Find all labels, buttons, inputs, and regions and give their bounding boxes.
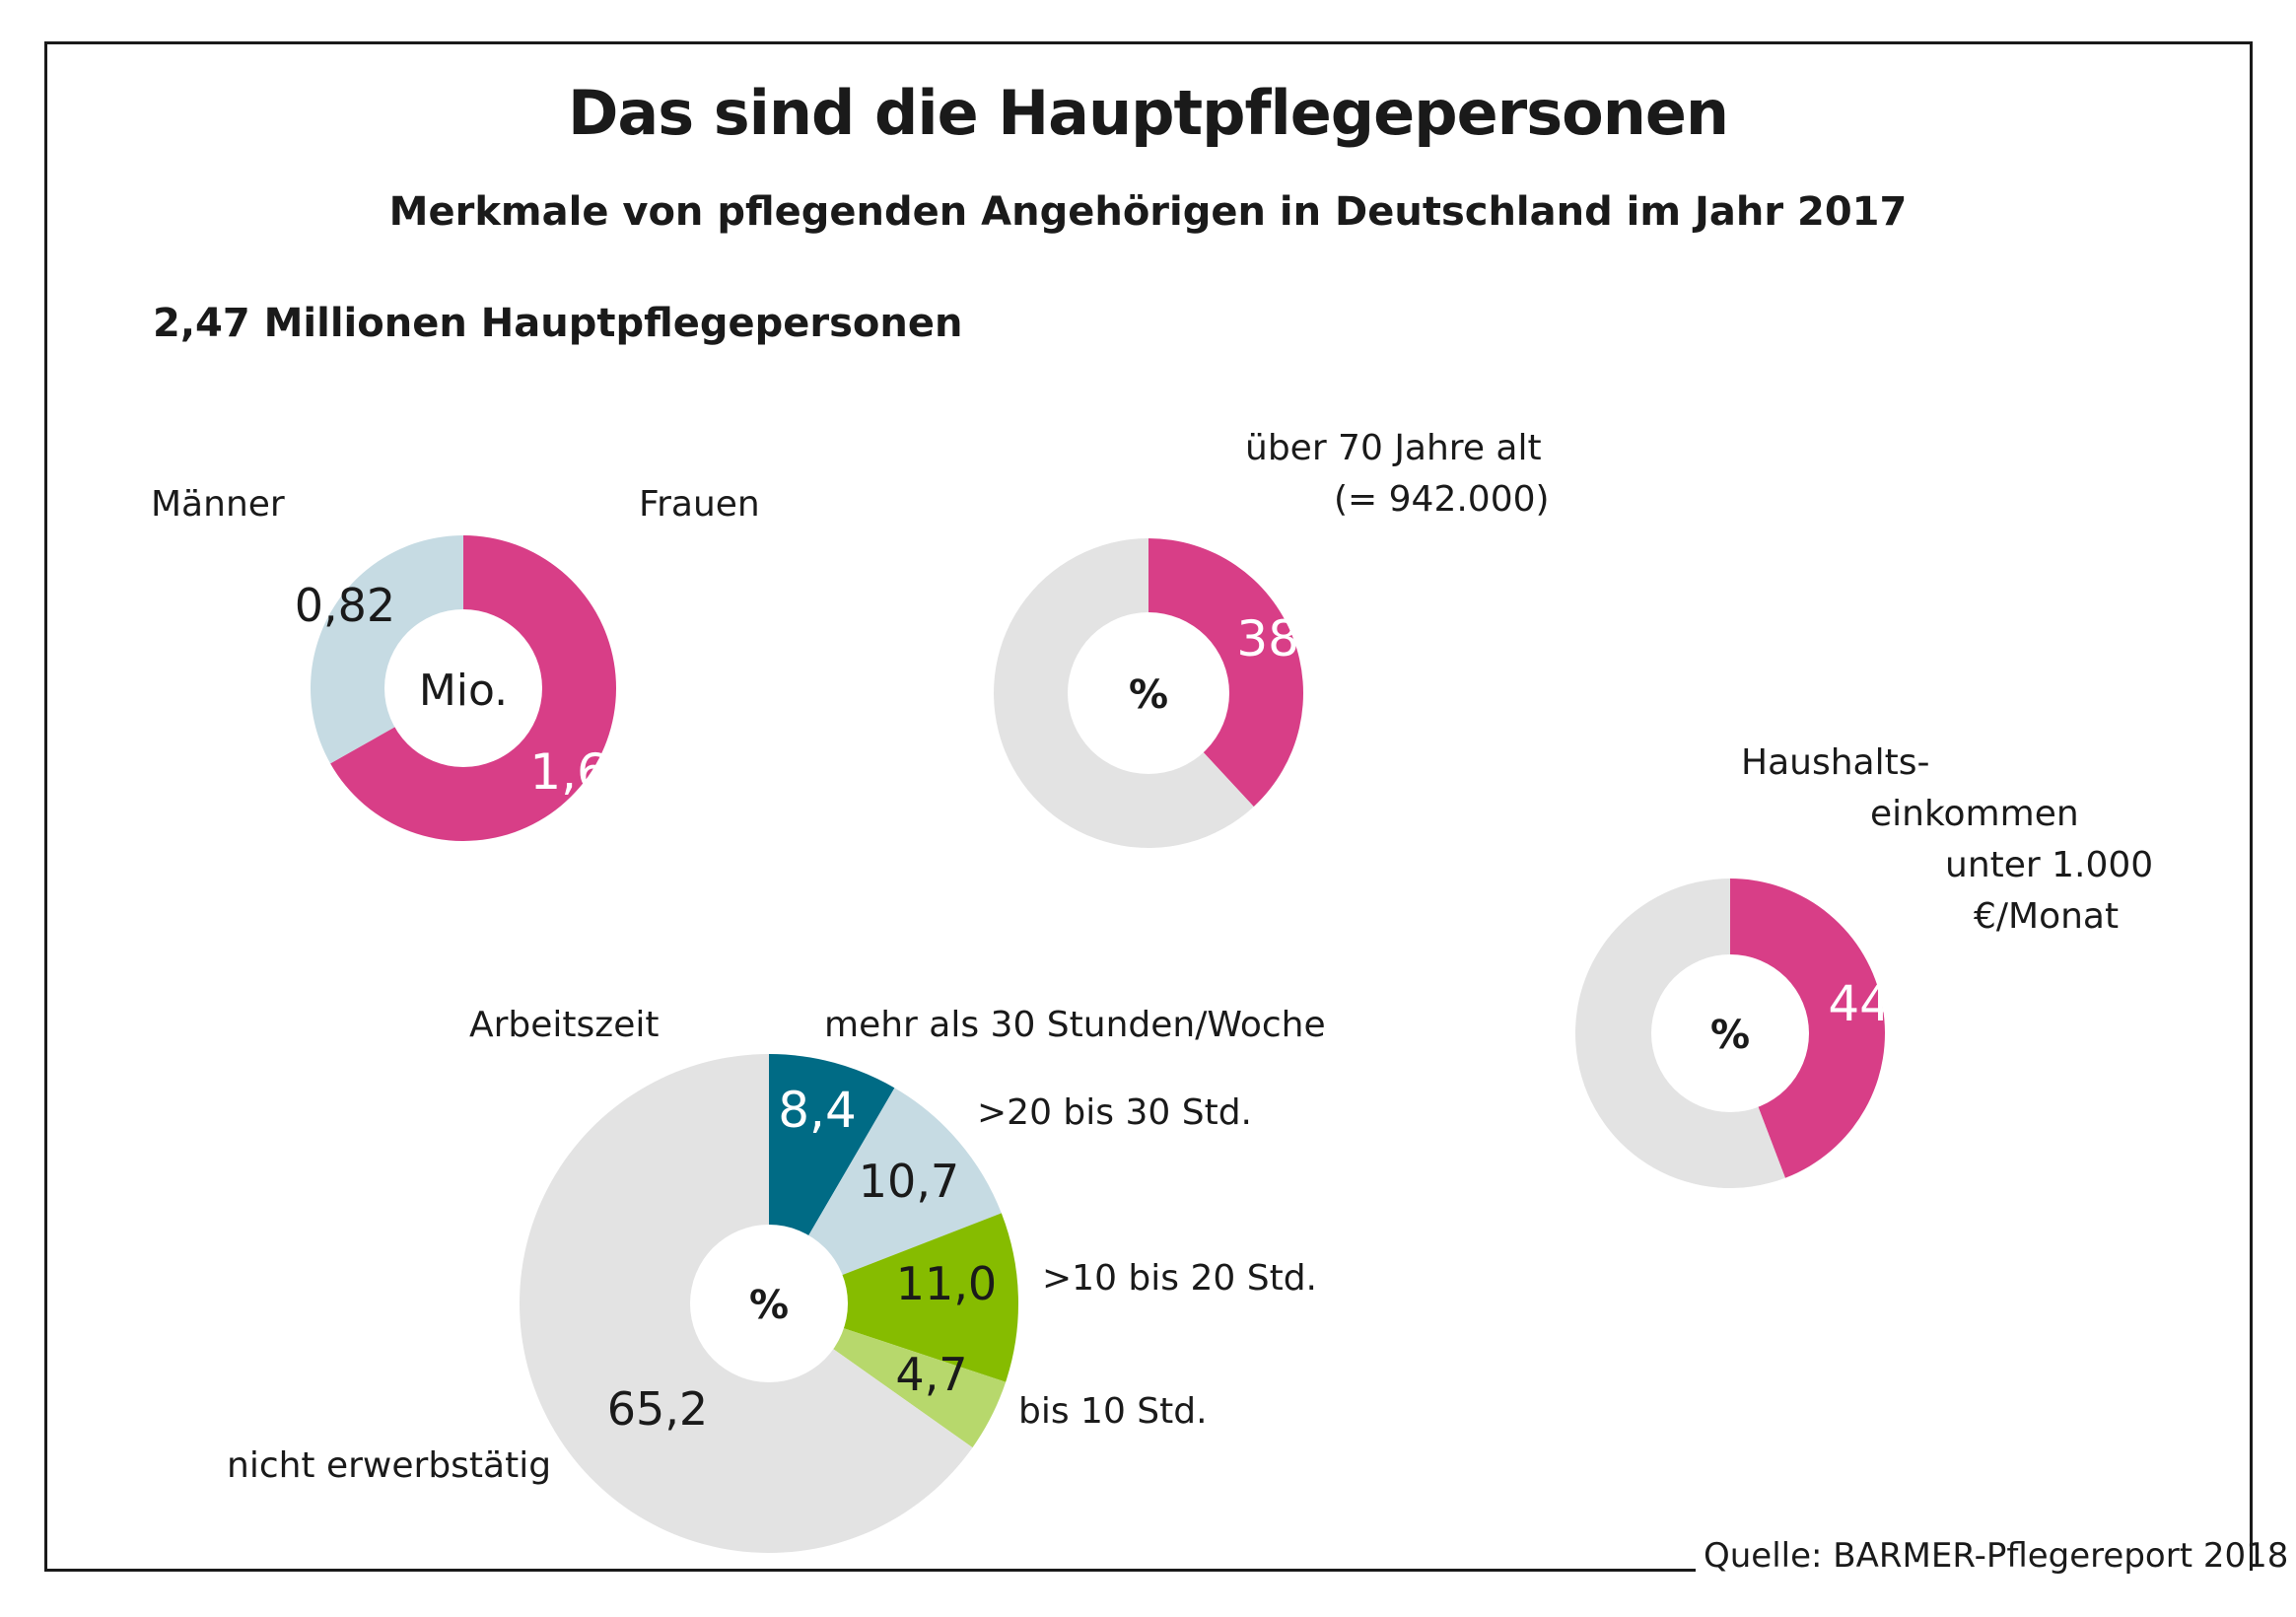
donut-gender: Mio. 0,82 1,65 Männer Frauen [151, 484, 760, 841]
slice-label-over-30: mehr als 30 Stunden/Woche [824, 1005, 1326, 1045]
donut-age: % 38,1 über 70 Jahre alt (= 942.000) [994, 428, 1550, 848]
donut-hole [1068, 612, 1229, 774]
slice-value-10-20: 11,0 [896, 1257, 997, 1310]
donut-hole [1651, 954, 1809, 1112]
pie-slice-10-bis-20-std [769, 1213, 1018, 1382]
donut-income: % 44,2 Haushalts- einkommen unter 1.000 … [1575, 742, 2153, 1188]
slice-label-income-4: €/Monat [1974, 896, 2119, 937]
slice-label-under-10: bis 10 Std. [1018, 1391, 1208, 1432]
slice-value-maenner: 0,82 [295, 579, 395, 632]
slice-label-income-1: Haushalts- [1741, 742, 1929, 783]
pie-slice-20-bis-30-std [769, 1088, 1002, 1303]
slice-label-income-3: unter 1.000 [1945, 845, 2153, 885]
center-label: % [749, 1283, 789, 1328]
donut-hole [384, 609, 542, 767]
chart-heading-arbeitszeit: Arbeitszeit [469, 1005, 659, 1045]
slice-label-maenner: Männer [151, 484, 285, 525]
slice-label-frauen: Frauen [639, 484, 760, 525]
donut-hole [690, 1225, 848, 1382]
source-note: Quelle: BARMER-Pflegereport 2018 [1704, 1536, 2289, 1576]
slice-label-10-20: >10 bis 20 Std. [1042, 1258, 1317, 1299]
chart-title: Das sind die Hauptpflegepersonen [567, 77, 1729, 149]
slice-value-20-30: 10,7 [859, 1155, 959, 1208]
slice-label-not-employed: nicht erwerbstätig [227, 1445, 551, 1486]
slice-value-over-70: 38,1 [1236, 610, 1346, 668]
center-label: % [1129, 672, 1168, 718]
slice-label-over-70-count: (= 942.000) [1334, 479, 1550, 520]
frame-bottom-line [44, 1569, 1696, 1572]
slice-value-frauen: 1,65 [529, 743, 639, 801]
center-label: Mio. [419, 666, 508, 716]
slice-label-income-2: einkommen [1870, 794, 2079, 834]
section-label: 2,47 Millionen Hauptpflegepersonen [153, 301, 963, 346]
chart-subtitle: Merkmale von pflegenden Angehörigen in D… [388, 189, 1908, 235]
slice-label-over-70: über 70 Jahre alt [1245, 428, 1542, 468]
slice-value-under-10: 4,7 [895, 1348, 967, 1401]
slice-value-over-30: 8,4 [778, 1082, 857, 1139]
slice-label-20-30: >20 bis 30 Std. [977, 1092, 1252, 1133]
slice-value-income: 44,2 [1828, 975, 1937, 1032]
center-label: % [1710, 1013, 1750, 1058]
donut-working-hours: % Arbeitszeit 8,4 10,7 11,0 4,7 65,2 meh… [227, 1005, 1326, 1554]
slice-value-not-employed: 65,2 [607, 1382, 708, 1436]
chart-frame [44, 41, 2253, 1571]
